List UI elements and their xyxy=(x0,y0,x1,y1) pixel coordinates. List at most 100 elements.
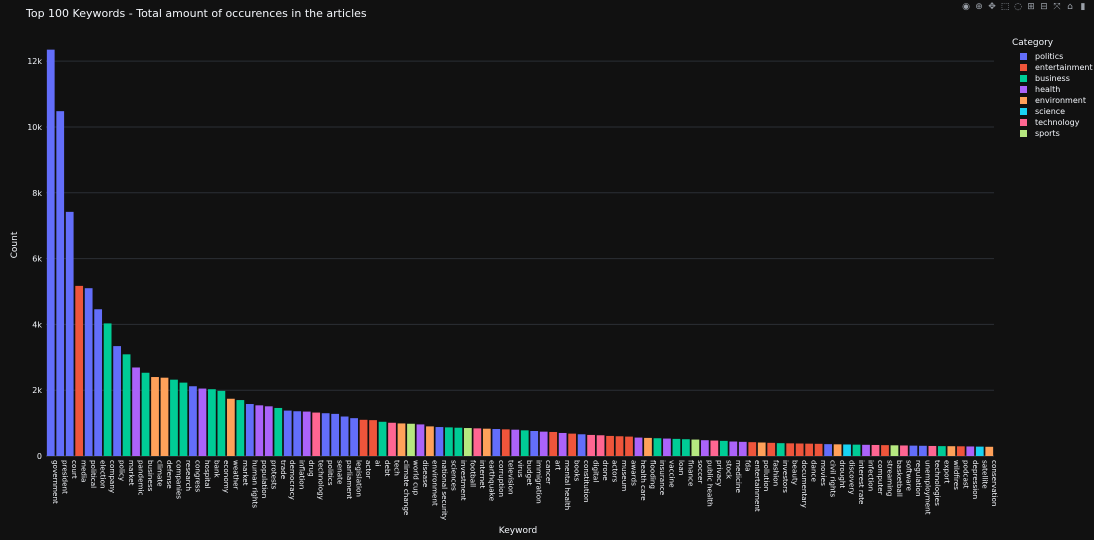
bar-political[interactable] xyxy=(84,288,93,456)
bar-virus[interactable] xyxy=(511,429,520,456)
zoom-out-icon[interactable]: ⊟ xyxy=(1040,2,1048,12)
bars[interactable] xyxy=(46,49,994,456)
bar-defense[interactable] xyxy=(160,377,169,456)
bar-hospital[interactable] xyxy=(198,388,207,456)
bar-cancer[interactable] xyxy=(539,431,548,456)
bar-media[interactable] xyxy=(75,285,84,456)
bar-company[interactable] xyxy=(103,323,112,456)
plotly-logo-icon[interactable]: ▮ xyxy=(1080,2,1086,12)
bar-immigration[interactable] xyxy=(530,430,539,456)
bar-stock[interactable] xyxy=(719,440,728,456)
bar-corruption[interactable] xyxy=(492,429,501,456)
bar-trade[interactable] xyxy=(274,407,283,456)
bar-weather[interactable] xyxy=(226,398,235,456)
lasso-icon[interactable]: ◌ xyxy=(1014,2,1022,12)
bar-football[interactable] xyxy=(463,428,472,456)
bar-election[interactable] xyxy=(94,309,103,456)
bar-human-rights[interactable] xyxy=(245,404,254,456)
bar-bank[interactable] xyxy=(208,389,216,456)
bar-research[interactable] xyxy=(179,382,188,456)
bar-actors[interactable] xyxy=(606,435,614,456)
bar-health-care[interactable] xyxy=(634,437,643,456)
bar-pandemic[interactable] xyxy=(132,367,140,456)
bar-inflation[interactable] xyxy=(293,411,302,456)
bar-awards[interactable] xyxy=(625,436,633,456)
bar-president[interactable] xyxy=(56,111,65,456)
bar-infection[interactable] xyxy=(862,444,870,456)
bar-actor[interactable] xyxy=(359,419,368,456)
bar-companies[interactable] xyxy=(170,379,178,456)
bar-medicine[interactable] xyxy=(729,441,738,456)
bar-entertainment[interactable] xyxy=(748,442,757,456)
bar-museum[interactable] xyxy=(615,436,624,456)
bar-investment[interactable] xyxy=(454,427,463,456)
bar-fashion[interactable] xyxy=(767,442,776,456)
bar-wildfires[interactable] xyxy=(947,446,956,456)
bar-software[interactable] xyxy=(900,445,908,456)
bar-vaccine[interactable] xyxy=(663,438,671,456)
zoom-icon[interactable]: ⊕ xyxy=(975,2,983,12)
bar-interest-rate[interactable] xyxy=(852,444,861,456)
bar-policy[interactable] xyxy=(113,346,121,456)
bar-civil-rights[interactable] xyxy=(824,444,832,456)
bar-investors[interactable] xyxy=(776,443,785,456)
bar-computer[interactable] xyxy=(871,444,880,456)
bar-environment[interactable] xyxy=(426,426,434,456)
bar-loan[interactable] xyxy=(672,438,681,456)
bar-climate[interactable] xyxy=(151,377,159,456)
bar-internet[interactable] xyxy=(473,428,482,456)
bar-legislation[interactable] xyxy=(350,418,358,456)
bar-drone[interactable] xyxy=(596,435,605,456)
bar-market[interactable] xyxy=(122,354,131,456)
bar-economy[interactable] xyxy=(217,390,226,456)
bar-beauty[interactable] xyxy=(786,443,795,456)
legend-item-environment[interactable]: environment xyxy=(1012,95,1093,106)
legend-item-science[interactable]: science xyxy=(1012,106,1093,117)
legend-item-sports[interactable]: sports xyxy=(1012,128,1093,139)
bar-parliament[interactable] xyxy=(340,416,349,456)
bar-ai[interactable] xyxy=(369,420,377,456)
bar-books[interactable] xyxy=(568,433,577,456)
bar-fda[interactable] xyxy=(738,441,747,456)
bar-technologies[interactable] xyxy=(928,445,937,456)
bar-mental-health[interactable] xyxy=(558,432,567,456)
bar-court[interactable] xyxy=(65,211,74,456)
legend-item-politics[interactable]: politics xyxy=(1012,51,1093,62)
legend-item-entertainment[interactable]: entertainment xyxy=(1012,62,1093,73)
bar-government[interactable] xyxy=(46,49,55,456)
bar-congress[interactable] xyxy=(189,386,197,456)
bar-protests[interactable] xyxy=(264,406,273,456)
pan-icon[interactable]: ✥ xyxy=(988,2,996,12)
bar-drug[interactable] xyxy=(302,411,311,456)
bar-podcast[interactable] xyxy=(956,446,965,456)
bar-politics[interactable] xyxy=(321,413,330,456)
bar-conservation[interactable] xyxy=(985,446,994,456)
bar-pollution[interactable] xyxy=(757,442,766,456)
bar-public-health[interactable] xyxy=(700,440,709,456)
legend-item-technology[interactable]: technology xyxy=(1012,117,1093,128)
bar-technology[interactable] xyxy=(312,412,321,456)
bar-art[interactable] xyxy=(549,431,558,456)
bar-market[interactable] xyxy=(236,400,245,456)
bar-democracy[interactable] xyxy=(283,410,292,456)
bar-digital[interactable] xyxy=(587,434,595,456)
bar-satellite[interactable] xyxy=(975,446,984,456)
bar-depression[interactable] xyxy=(966,446,975,456)
bar-constitution[interactable] xyxy=(577,434,586,456)
bar-business[interactable] xyxy=(141,372,150,456)
bar-unemployment[interactable] xyxy=(919,445,927,456)
legend-item-business[interactable]: business xyxy=(1012,73,1093,84)
bar-drought[interactable] xyxy=(833,444,842,456)
bar-privacy[interactable] xyxy=(710,440,719,456)
bar-discovery[interactable] xyxy=(843,444,851,456)
legend-item-health[interactable]: health xyxy=(1012,84,1093,95)
bar-movies[interactable] xyxy=(814,443,823,456)
bar-climate-change[interactable] xyxy=(397,423,406,456)
zoom-in-icon[interactable]: ⊞ xyxy=(1027,2,1035,12)
bar-basketball[interactable] xyxy=(890,445,899,456)
bar-soccer[interactable] xyxy=(691,439,700,456)
bar-sciences[interactable] xyxy=(445,427,453,456)
bar-population[interactable] xyxy=(255,405,264,456)
bar-world-cup[interactable] xyxy=(407,423,415,456)
bar-documentary[interactable] xyxy=(795,443,804,456)
